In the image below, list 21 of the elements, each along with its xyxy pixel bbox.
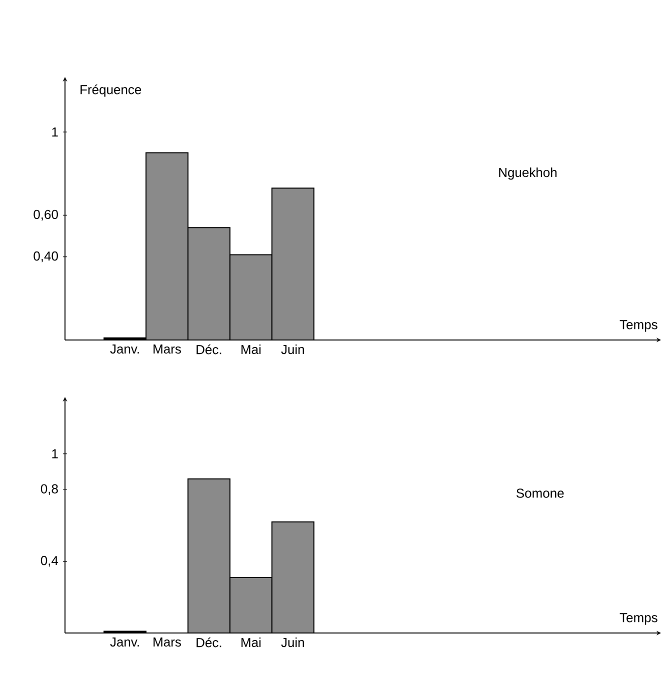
- text: Temps: [620, 613, 658, 625]
- text: Somone: [516, 488, 564, 498]
- x-tick-label: Janv.: [110, 638, 139, 647]
- y-axis-title: Fréquence: [80, 84, 142, 97]
- x-tick-label: Mai: [242, 344, 261, 354]
- y-tick-label: 0,60: [34, 210, 58, 221]
- y-tick-label: 0,4: [40, 556, 58, 567]
- y-tick-label: 1: [52, 128, 58, 136]
- x-tick-label: Déc.: [196, 344, 222, 354]
- x-tick-label: Mars: [154, 638, 181, 647]
- x-tick-label: Mars: [154, 344, 181, 354]
- text: Nguekhoh: [499, 168, 557, 180]
- x-tick-label: Juin: [281, 344, 304, 354]
- y-tick-label: 0,8: [40, 484, 58, 495]
- y-tick-label: 1: [52, 449, 58, 458]
- x-tick-label: Juin: [281, 638, 304, 648]
- y-tick-label: 0,40: [34, 251, 58, 262]
- x-tick-label: Mai: [242, 638, 261, 648]
- x-tick-label: Déc.: [196, 638, 222, 648]
- x-tick-label: Janv.: [110, 344, 139, 354]
- text: Temps: [620, 320, 658, 332]
